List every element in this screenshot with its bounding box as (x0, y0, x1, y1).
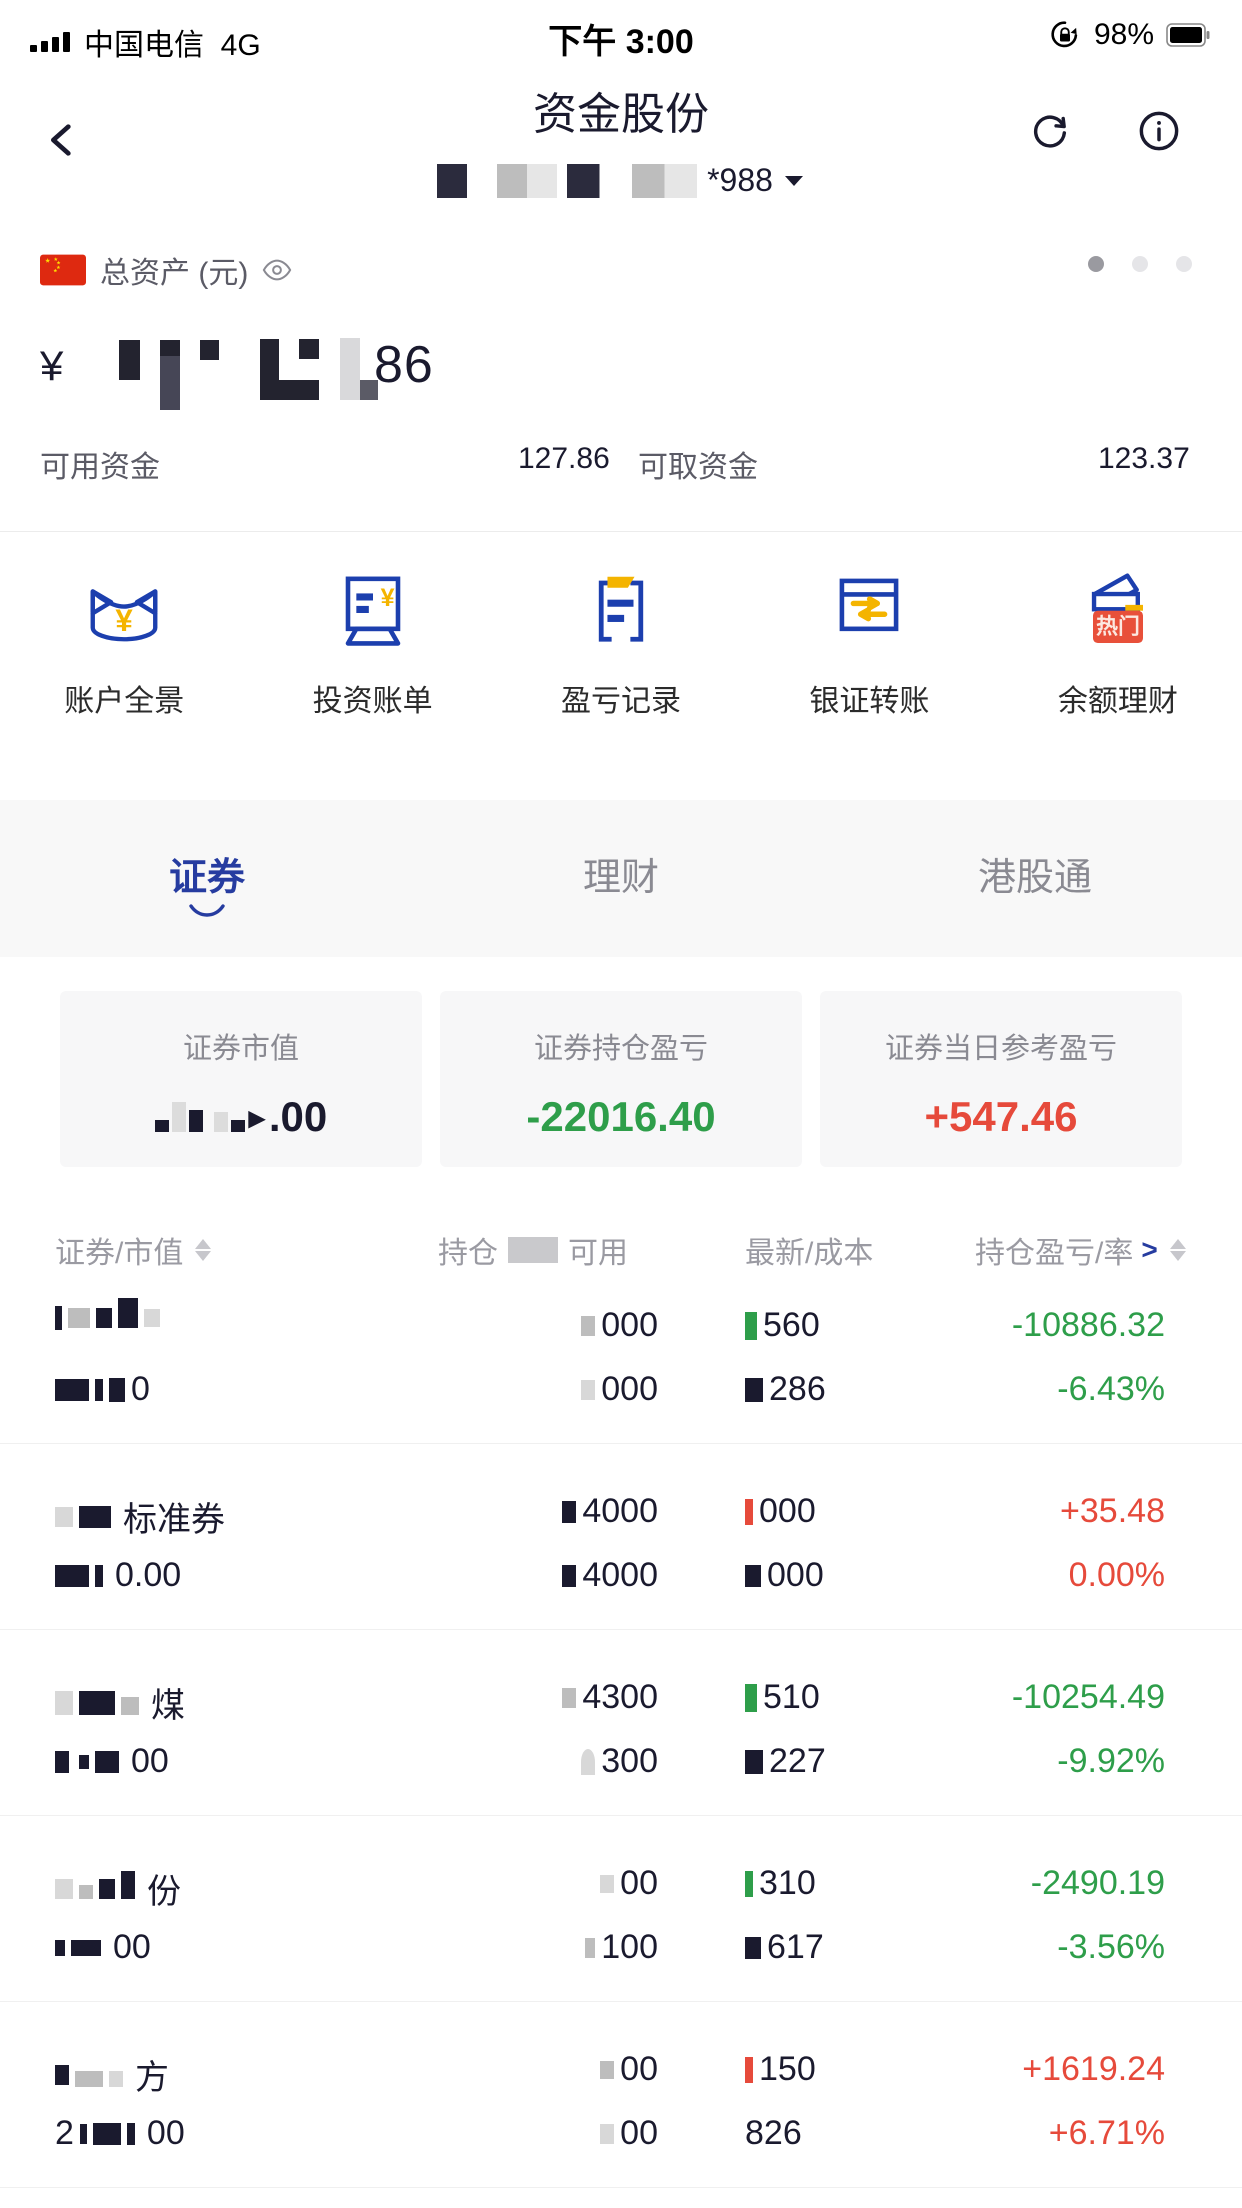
svg-text:¥: ¥ (116, 603, 134, 638)
svg-text:热门: 热门 (1096, 614, 1140, 639)
svg-text:¥: ¥ (380, 584, 394, 612)
